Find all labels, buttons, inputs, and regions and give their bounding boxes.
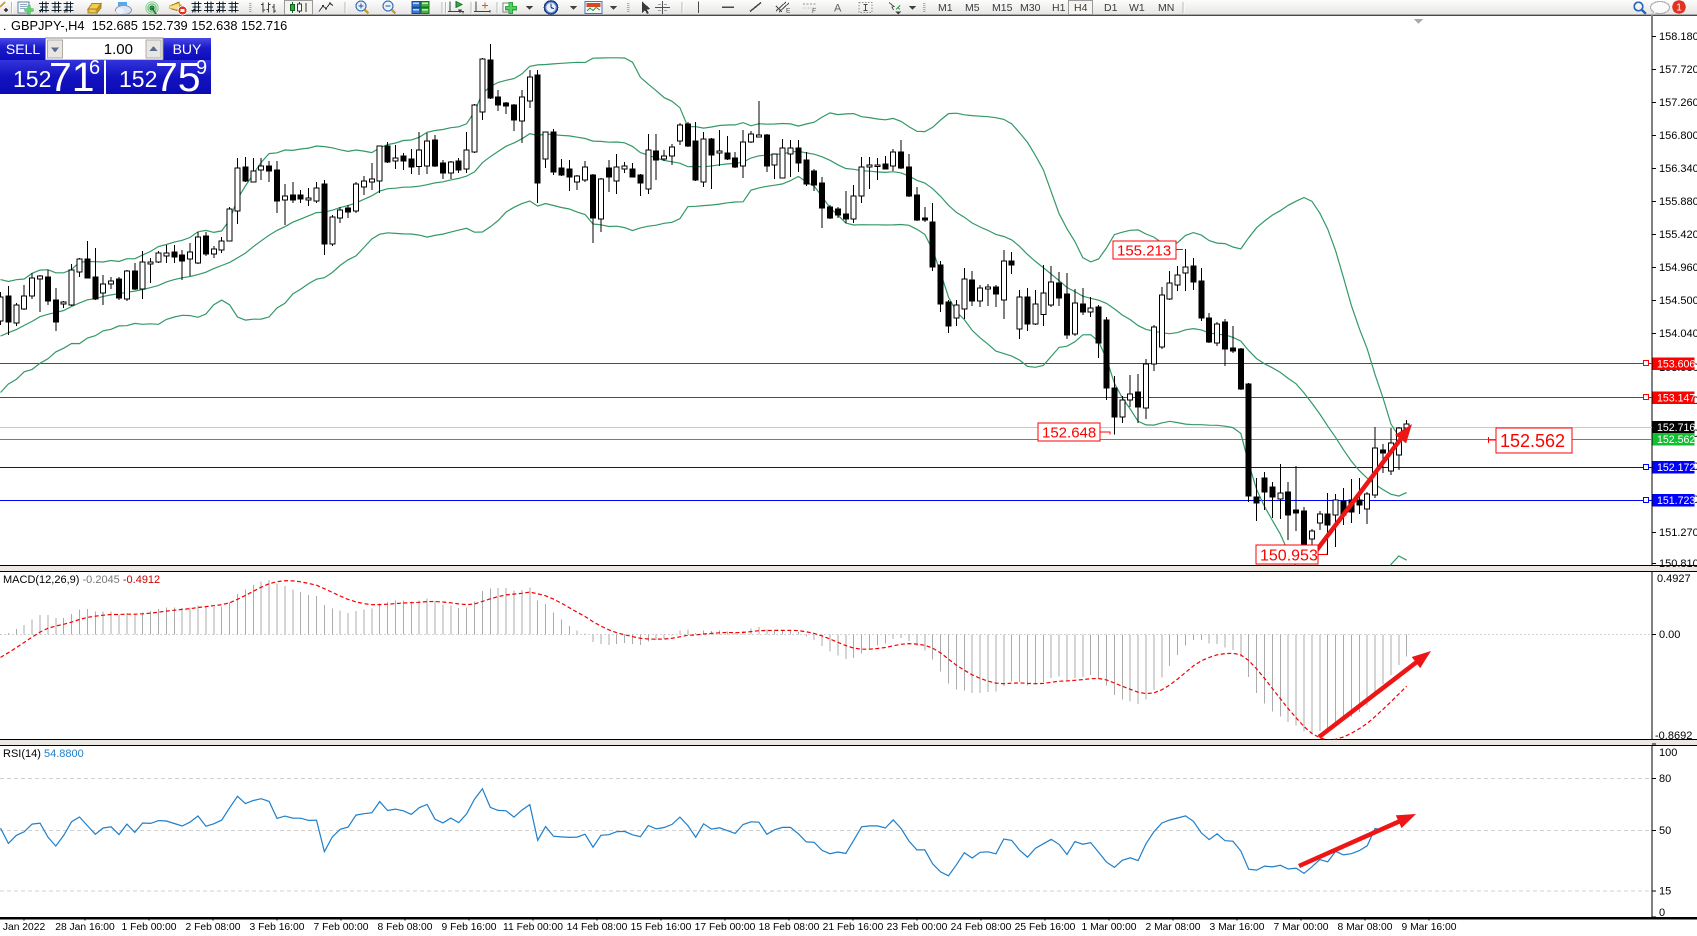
svg-text:75: 75 — [155, 54, 201, 100]
svg-text:80: 80 — [1659, 773, 1671, 785]
svg-text:152.562: 152.562 — [1657, 434, 1695, 446]
svg-text:3 Mar 16:00: 3 Mar 16:00 — [1210, 922, 1265, 933]
svg-text:15 Feb 16:00: 15 Feb 16:00 — [631, 922, 692, 933]
svg-text:157.720: 157.720 — [1659, 64, 1697, 76]
svg-text:0.00: 0.00 — [1659, 629, 1680, 641]
svg-text:7 Feb 00:00: 7 Feb 00:00 — [314, 922, 369, 933]
svg-text:11 Feb 00:00: 11 Feb 00:00 — [503, 922, 563, 933]
svg-text:W1: W1 — [1129, 2, 1145, 14]
svg-text:3 Feb 16:00: 3 Feb 16:00 — [250, 922, 305, 933]
svg-text:1 Mar 00:00: 1 Mar 00:00 — [1082, 922, 1137, 933]
svg-text:Jan 2022: Jan 2022 — [3, 922, 46, 933]
svg-text:0: 0 — [1659, 907, 1665, 919]
svg-text:2 Mar 08:00: 2 Mar 08:00 — [1146, 922, 1201, 933]
svg-text:156.340: 156.340 — [1659, 163, 1697, 175]
svg-text:.: . — [3, 19, 6, 33]
svg-text:154.040: 154.040 — [1659, 328, 1697, 340]
svg-text:SELL: SELL — [6, 41, 40, 57]
svg-text:0.4927: 0.4927 — [1657, 573, 1691, 585]
svg-text:24 Feb 08:00: 24 Feb 08:00 — [951, 922, 1012, 933]
svg-text:MACD(12,26,9) -0.2045 -0.4912: MACD(12,26,9) -0.2045 -0.4912 — [3, 574, 160, 586]
svg-text:GBPJPY-,H4 152.685 152.739 15: GBPJPY-,H4 152.685 152.739 152.638 152.7… — [11, 18, 287, 33]
svg-text:E: E — [786, 8, 791, 15]
svg-text:151.270: 151.270 — [1659, 527, 1697, 539]
svg-text:M15: M15 — [992, 2, 1013, 14]
svg-text:153.606: 153.606 — [1657, 358, 1695, 370]
svg-text:F: F — [812, 8, 816, 15]
svg-text:150.953: 150.953 — [1260, 547, 1318, 564]
svg-text:154.960: 154.960 — [1659, 262, 1697, 274]
svg-text:155.880: 155.880 — [1659, 196, 1697, 208]
svg-text:A: A — [834, 3, 842, 15]
svg-text:D1: D1 — [1104, 2, 1118, 14]
svg-text:100: 100 — [1659, 747, 1677, 759]
svg-text:150.810: 150.810 — [1659, 558, 1697, 570]
svg-text:23 Feb 00:00: 23 Feb 00:00 — [887, 922, 948, 933]
svg-text:17 Feb 00:00: 17 Feb 00:00 — [695, 922, 756, 933]
svg-text:MN: MN — [1158, 2, 1174, 14]
svg-text:15: 15 — [1659, 886, 1671, 898]
svg-text:6: 6 — [89, 57, 100, 79]
svg-text:2 Feb 08:00: 2 Feb 08:00 — [186, 922, 241, 933]
svg-text:18 Feb 08:00: 18 Feb 08:00 — [759, 922, 820, 933]
svg-text:-0.8692: -0.8692 — [1655, 730, 1692, 742]
svg-text:152: 152 — [119, 66, 157, 92]
svg-text:9 Feb 16:00: 9 Feb 16:00 — [442, 922, 497, 933]
svg-text:1: 1 — [1676, 3, 1682, 14]
svg-text:151.723: 151.723 — [1657, 495, 1695, 507]
svg-text:BUY: BUY — [173, 41, 202, 57]
svg-text:50: 50 — [1659, 825, 1671, 837]
svg-text:155.213: 155.213 — [1117, 242, 1171, 259]
svg-text:1.00: 1.00 — [104, 41, 133, 58]
svg-text:M1: M1 — [938, 2, 953, 14]
svg-text:158.180: 158.180 — [1659, 31, 1697, 43]
svg-text:157.260: 157.260 — [1659, 97, 1697, 109]
svg-text:152.716: 152.716 — [1657, 422, 1695, 434]
svg-text:28 Jan 16:00: 28 Jan 16:00 — [55, 922, 115, 933]
svg-text:71: 71 — [49, 54, 95, 100]
svg-text:H1: H1 — [1052, 2, 1066, 14]
svg-text:8 Feb 08:00: 8 Feb 08:00 — [378, 922, 433, 933]
svg-text:RSI(14) 54.8800: RSI(14) 54.8800 — [3, 748, 84, 760]
svg-text:155.420: 155.420 — [1659, 229, 1697, 241]
svg-text:9: 9 — [196, 57, 207, 79]
svg-text:9 Mar 16:00: 9 Mar 16:00 — [1402, 922, 1457, 933]
svg-text:156.800: 156.800 — [1659, 130, 1697, 142]
svg-text:7 Mar 00:00: 7 Mar 00:00 — [1274, 922, 1329, 933]
svg-text:153.147: 153.147 — [1657, 392, 1695, 404]
svg-text:M30: M30 — [1020, 2, 1041, 14]
svg-text:8 Mar 08:00: 8 Mar 08:00 — [1338, 922, 1393, 933]
svg-text:154.500: 154.500 — [1659, 295, 1697, 307]
svg-text:25 Feb 16:00: 25 Feb 16:00 — [1015, 922, 1076, 933]
svg-text:152: 152 — [13, 66, 51, 92]
svg-text:M5: M5 — [965, 2, 980, 14]
svg-text:14 Feb 08:00: 14 Feb 08:00 — [567, 922, 628, 933]
svg-text:152.648: 152.648 — [1042, 424, 1096, 441]
svg-text:H4: H4 — [1074, 2, 1088, 14]
svg-text:152.172: 152.172 — [1657, 462, 1695, 474]
svg-text:1 Feb 00:00: 1 Feb 00:00 — [122, 922, 177, 933]
svg-text:152.562: 152.562 — [1500, 431, 1565, 451]
svg-text:21 Feb 16:00: 21 Feb 16:00 — [823, 922, 884, 933]
